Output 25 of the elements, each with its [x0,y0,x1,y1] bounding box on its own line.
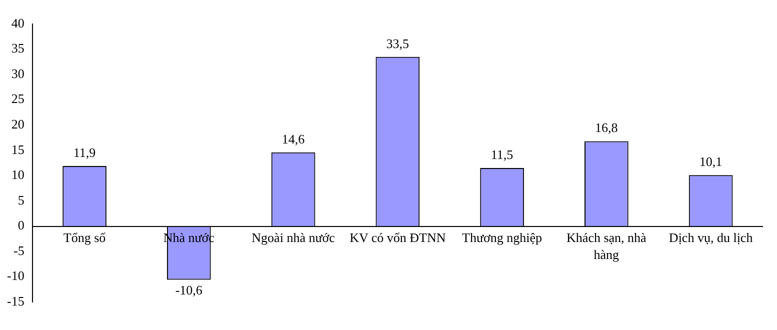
data-label: 14,6 [282,131,306,146]
y-tick-label: 35 [11,40,24,56]
data-label: 11,5 [490,146,514,162]
x-tick-label: KV có vốn ĐTNN [350,230,446,246]
data-label: -10,6 [175,282,203,298]
y-tick-label: 30 [11,66,24,81]
y-tick-label: 40 [11,15,24,30]
data-label: 11,9 [73,144,96,160]
y-tick-label: 25 [11,91,24,106]
y-tick-label: 15 [11,142,24,157]
y-tick-label: -15 [6,293,24,308]
data-label: 33,5 [386,36,410,51]
y-tick-label: 5 [18,192,24,208]
y-tick-label: -5 [13,242,24,258]
data-label: 10,1 [699,154,722,170]
data-label: 16,8 [595,120,618,136]
y-tick-label: -10 [6,268,24,284]
y-tick-label: 20 [11,116,24,132]
x-tick-label: Ngoài nhà nước [252,230,336,246]
x-tick-label: Thương nghiệp [462,230,542,246]
y-tick-label: 10 [11,167,24,182]
x-tick-label: Khách sạn, nhà hàng [566,230,647,262]
y-tick-label: 0 [18,218,24,233]
x-tick-label: Tổng số [63,230,106,246]
x-tick-label: Dịch vụ, du lịch [668,230,754,246]
